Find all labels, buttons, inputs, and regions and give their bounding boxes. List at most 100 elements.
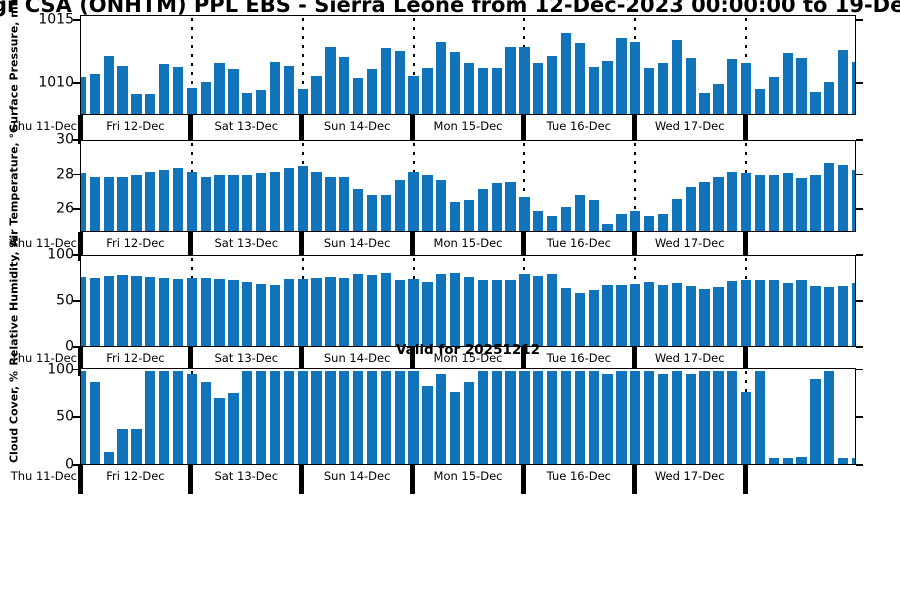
bar [630, 283, 641, 346]
bar [449, 392, 461, 464]
bar [228, 69, 239, 114]
bar [643, 370, 655, 464]
ytick-label: 1010 [38, 75, 74, 92]
day-label: Sat 13-Dec [214, 236, 279, 250]
bar [297, 166, 308, 231]
bar [117, 274, 128, 346]
bar [768, 174, 780, 231]
midnight-gridline [634, 143, 637, 229]
bar [422, 174, 433, 231]
bar [671, 198, 683, 231]
y-axis-label: Air Temperature, °C [7, 124, 21, 248]
bar [727, 59, 738, 114]
bar [685, 186, 696, 231]
midnight-gridline [301, 18, 304, 112]
day-label: Sat 13-Dec [214, 351, 279, 365]
bar [602, 284, 613, 346]
bar [81, 173, 87, 231]
bar [89, 176, 101, 231]
ytick-label: 0 [65, 338, 74, 355]
bar [519, 197, 530, 231]
bar [283, 370, 295, 464]
ytick-mark [856, 254, 863, 256]
bar [616, 38, 627, 114]
bar [408, 370, 419, 464]
day-separator-tick [742, 115, 748, 144]
bar [89, 277, 101, 346]
bar [89, 74, 101, 114]
bar [491, 280, 502, 346]
valid-for-annotation: Valid for 20251212 [395, 342, 541, 358]
bar [339, 370, 350, 464]
bar [186, 277, 198, 346]
bar [81, 276, 87, 346]
bar [158, 277, 170, 346]
bar [546, 55, 558, 114]
bar [477, 370, 489, 464]
day-separator-tick [520, 232, 526, 261]
bar [533, 63, 544, 114]
bar [214, 278, 225, 346]
ytick-label: 1015 [38, 11, 74, 28]
bar [297, 89, 308, 114]
bar [145, 370, 156, 464]
bar [131, 275, 142, 346]
bar [477, 68, 489, 114]
bar [89, 382, 101, 464]
bar [588, 200, 599, 231]
day-label: Sun 14-Dec [323, 469, 391, 483]
ytick-mark [856, 368, 863, 371]
ytick-label: 100 [47, 361, 74, 378]
ytick-mark [73, 139, 80, 141]
bar [602, 224, 613, 231]
day-label: Tue 16-Dec [546, 119, 612, 133]
bar [643, 282, 655, 346]
day-separator-tick [410, 232, 416, 261]
bar [214, 174, 225, 231]
bar [796, 456, 807, 464]
day-separator-tick [520, 115, 526, 144]
bar [81, 370, 87, 464]
bar [311, 75, 322, 114]
bar [824, 286, 835, 346]
bar [269, 370, 281, 464]
day-separator-tick [631, 465, 637, 494]
bar [242, 282, 253, 346]
bar [255, 90, 267, 114]
bar [754, 89, 766, 114]
prev-day-label: Thu 11-Dec [10, 351, 77, 365]
day-separator-tick [77, 465, 83, 494]
bar [366, 370, 378, 464]
ytick-mark [73, 19, 80, 21]
day-label: Wed 17-Dec [654, 119, 725, 133]
bar [339, 277, 350, 346]
bar [172, 168, 184, 231]
bar [394, 280, 405, 346]
bar [727, 281, 738, 346]
bar [408, 171, 419, 231]
ytick-mark [856, 416, 863, 419]
day-label: Mon 15-Dec [433, 469, 503, 483]
day-separator-tick [188, 115, 194, 144]
day-separator-tick [631, 347, 637, 376]
bar [740, 392, 752, 464]
bar [671, 39, 683, 114]
bar [380, 195, 392, 231]
day-separator-tick [77, 232, 83, 261]
bar [380, 370, 392, 464]
bar [699, 181, 710, 231]
bar [131, 94, 142, 114]
day-label: Tue 16-Dec [546, 236, 612, 250]
ytick-mark [73, 368, 80, 371]
bar [436, 42, 447, 114]
bar [449, 273, 461, 346]
day-label: Fri 12-Dec [106, 469, 165, 483]
bar [325, 176, 336, 231]
bar [519, 47, 530, 114]
bar [242, 174, 253, 231]
bar [422, 385, 433, 464]
bar [754, 370, 766, 464]
bar [505, 280, 516, 346]
bar [851, 169, 855, 231]
bar [436, 373, 447, 464]
